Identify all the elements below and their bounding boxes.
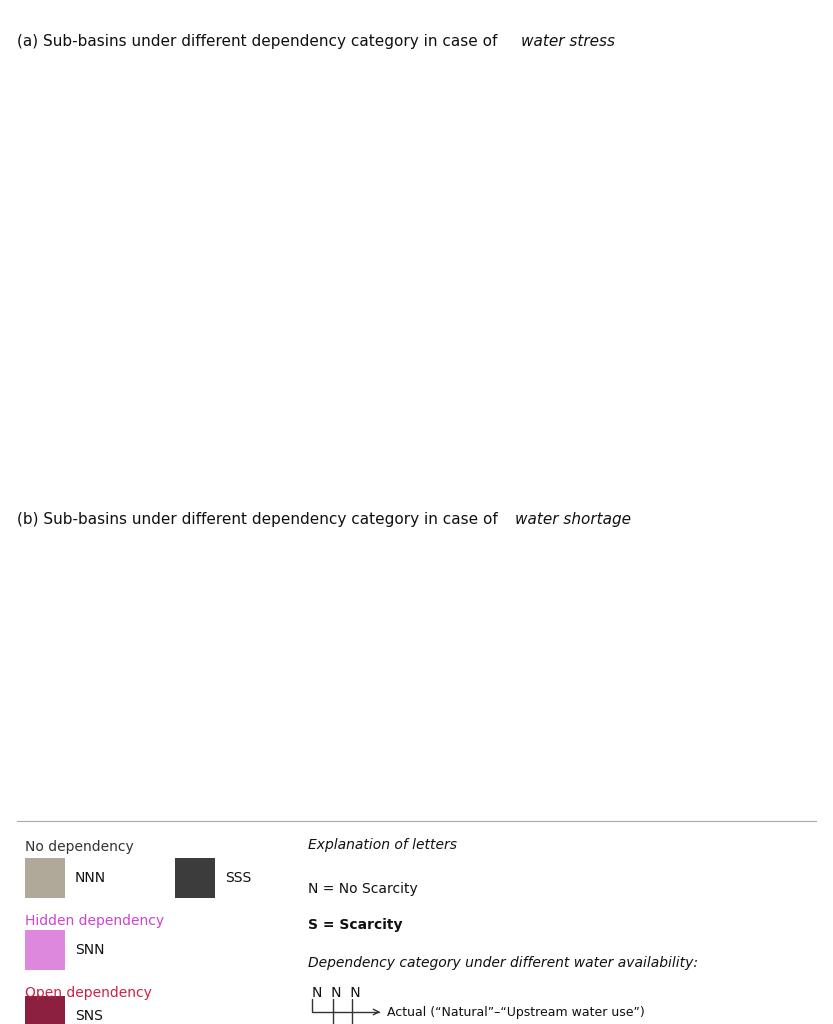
Text: Actual (“Natural”–“Upstream water use”): Actual (“Natural”–“Upstream water use”) xyxy=(387,1006,645,1019)
Bar xyxy=(25,996,65,1024)
Text: S = Scarcity: S = Scarcity xyxy=(308,919,402,932)
Bar xyxy=(25,930,65,970)
Text: No dependency: No dependency xyxy=(25,841,134,854)
Text: SNN: SNN xyxy=(75,943,104,957)
Text: N  N  N: N N N xyxy=(312,986,361,1000)
Text: Dependency category under different water availability:: Dependency category under different wate… xyxy=(308,956,698,970)
Text: Hidden dependency: Hidden dependency xyxy=(25,914,164,928)
Text: SSS: SSS xyxy=(225,871,252,885)
Text: (a) Sub-basins under different dependency category in case of: (a) Sub-basins under different dependenc… xyxy=(17,34,502,49)
Bar xyxy=(175,858,215,898)
Text: Explanation of letters: Explanation of letters xyxy=(308,839,457,852)
Text: Open dependency: Open dependency xyxy=(25,986,152,1000)
Text: (b) Sub-basins under different dependency category in case of: (b) Sub-basins under different dependenc… xyxy=(17,512,502,527)
Text: water stress: water stress xyxy=(521,34,615,49)
Text: water shortage: water shortage xyxy=(515,512,631,527)
Text: SNS: SNS xyxy=(75,1009,102,1023)
Text: N = No Scarcity: N = No Scarcity xyxy=(308,883,418,896)
Text: NNN: NNN xyxy=(75,871,106,885)
Bar xyxy=(25,858,65,898)
